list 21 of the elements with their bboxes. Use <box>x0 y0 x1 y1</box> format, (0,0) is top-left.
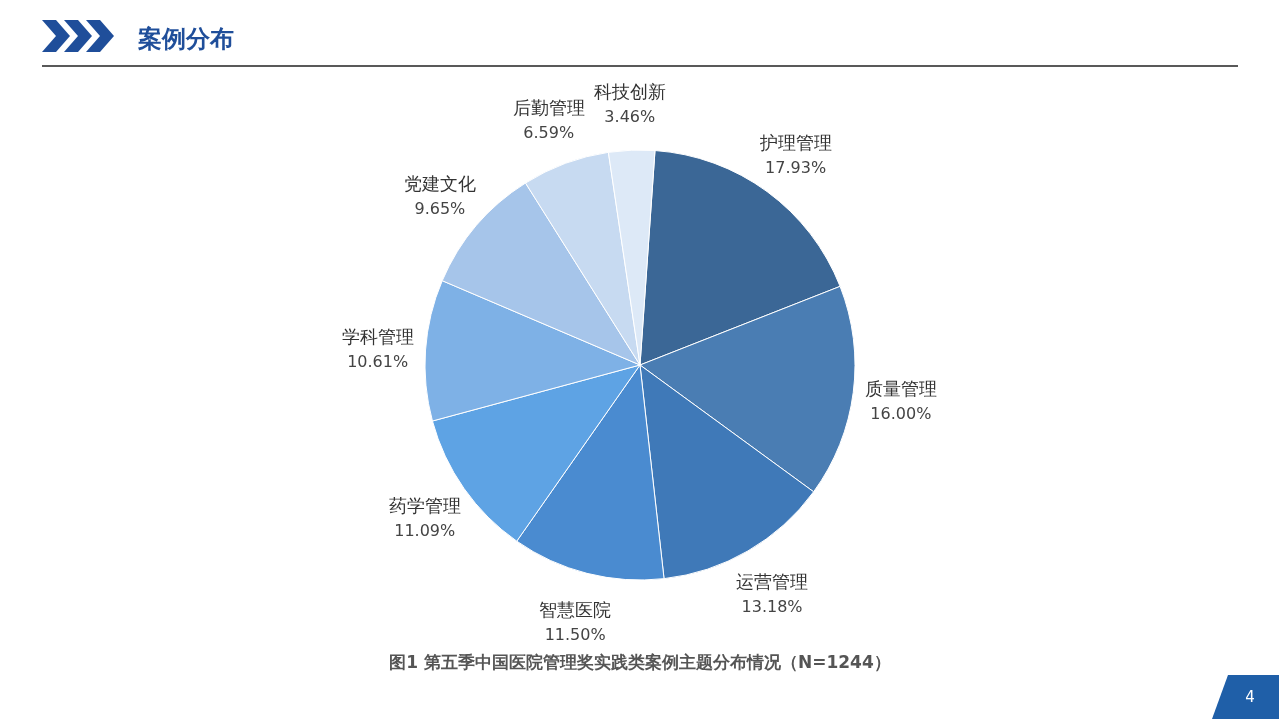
slice-label: 党建文化 <box>403 173 476 195</box>
data-label: 10.61% <box>347 351 409 371</box>
slice-label: 后勤管理 <box>512 97 585 119</box>
data-label: 11.09% <box>394 521 456 541</box>
data-label: 13.18% <box>741 597 803 617</box>
data-label: 9.65% <box>414 199 466 219</box>
slice-label: 学科管理 <box>341 325 414 347</box>
slice-label: 质量管理 <box>864 377 937 399</box>
slice-label: 运营管理 <box>736 571 809 593</box>
text: 4 <box>1245 688 1255 706</box>
slice-label: 智慧医院 <box>539 598 612 620</box>
text: 图1 第五季中国医院管理奖实践类案例主题分布情况（N=1244） <box>389 652 891 672</box>
slice-label: 药学管理 <box>388 495 461 517</box>
data-label: 17.93% <box>765 157 827 177</box>
slice-label: 护理管理 <box>758 131 832 153</box>
data-label: 3.46% <box>604 107 656 127</box>
chart-title: 案例分布 <box>137 25 234 53</box>
data-label: 6.59% <box>523 123 575 143</box>
data-label: 11.50% <box>544 624 606 644</box>
data-label: 16.00% <box>870 403 932 423</box>
slice-label: 科技创新 <box>593 81 666 103</box>
